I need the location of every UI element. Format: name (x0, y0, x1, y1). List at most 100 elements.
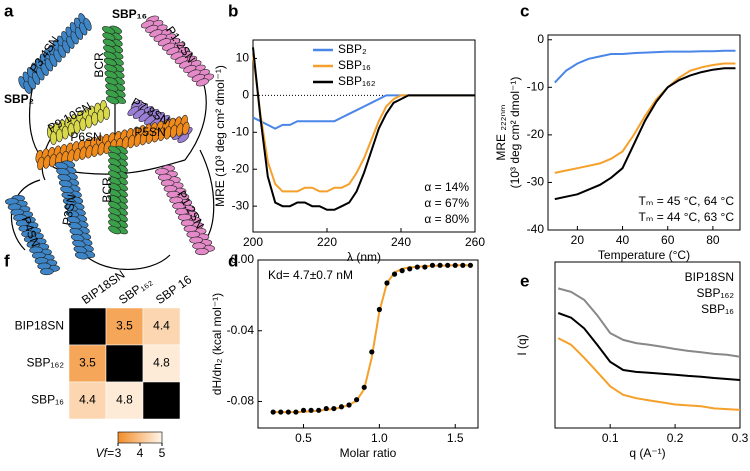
diagram-title: SBP₂ (4, 92, 34, 106)
x-tick-label: 80 (706, 233, 720, 247)
helix-turn (182, 121, 190, 136)
data-point (429, 262, 436, 268)
y-tick-label: 0 (242, 88, 249, 102)
y-axis-label: I (q) (515, 334, 529, 355)
data-point (437, 262, 443, 268)
data-point (270, 409, 276, 415)
data-point (407, 266, 413, 272)
plot-frame (554, 261, 741, 429)
x-tick-label: 40 (616, 233, 630, 247)
diagram-label: P5SN (134, 125, 165, 139)
column-label: SBP 16 (153, 272, 194, 307)
x-tick-label: 0.3 (732, 431, 749, 445)
x-tick-label: 60 (661, 233, 675, 247)
data-line (273, 264, 471, 414)
helix-turn (97, 109, 105, 123)
data-point (323, 405, 329, 412)
data-line (557, 287, 741, 358)
y-axis-label: MRE (10³ deg cm² dmol⁻¹) (213, 65, 227, 207)
row-label: BIP18SN (15, 319, 64, 333)
x-tick-label: 0.5 (295, 431, 312, 445)
helix-turn (195, 78, 210, 87)
heatmap-cell (68, 381, 107, 420)
data-point (361, 384, 367, 390)
x-axis-label: λ (nm) (347, 250, 381, 264)
helix-turn (106, 96, 119, 105)
x-tick-label: 220 (317, 235, 337, 249)
heatmap-cell (105, 344, 144, 383)
legend-label: SBP₁₆ (338, 58, 371, 72)
data-point (391, 271, 398, 277)
y-axis-label: MRE ₂₂₂ₙₘ (494, 104, 508, 160)
data-point (331, 405, 337, 412)
x-tick-label: 20 (571, 233, 585, 247)
cell-label: 4.8 (153, 356, 170, 370)
x-tick-label: 0.1 (602, 431, 619, 445)
helix-turn (79, 117, 87, 132)
y-tick-label: -20 (232, 161, 250, 175)
heatmap-cell (142, 307, 181, 346)
data-point (278, 409, 284, 415)
helix-turn (195, 248, 209, 256)
x-tick-label: 200 (243, 235, 263, 249)
y-tick-label: -30 (527, 175, 545, 189)
legend-label: BIP18SN (685, 270, 734, 284)
y-axis-label: dH/dn₂ (kcal mol⁻¹) (210, 293, 224, 395)
y-tick-label: -0.08 (227, 394, 255, 408)
plot-frame (252, 39, 476, 233)
heatmap-cell (68, 344, 107, 383)
data-point (460, 262, 466, 268)
plot-frame (547, 34, 741, 231)
data-point (369, 349, 375, 355)
y-tick-label: -0.04 (227, 323, 255, 337)
plot-frame (257, 259, 479, 429)
annotation: α = 14% (424, 180, 469, 194)
y-tick-label: -10 (527, 79, 545, 93)
colorbar (117, 431, 163, 444)
legend-label: SBP₁₆₂ (696, 286, 734, 300)
diagram-label: P3SN (60, 193, 79, 226)
data-point (338, 404, 345, 410)
data-point (316, 407, 322, 413)
cell-label: 4.4 (153, 319, 170, 333)
x-axis-label: Temperature (°C) (598, 248, 690, 262)
x-tick-label: 1.5 (447, 431, 464, 445)
data-line (252, 47, 475, 211)
helix-turn (83, 17, 92, 31)
helix-turn (85, 114, 93, 129)
panel-label: b (228, 1, 238, 20)
data-line (557, 337, 741, 411)
panel-label: a (4, 1, 14, 20)
panel-label: c (520, 1, 529, 20)
helix-turn (91, 111, 99, 126)
y-tick-label: 0 (537, 32, 544, 46)
colorbar-tick-label: 5 (159, 446, 166, 460)
helix-turn (102, 106, 110, 120)
diagram-label: BCR (100, 177, 114, 203)
data-point (354, 397, 360, 403)
panel-label: e (520, 271, 529, 290)
data-point (308, 407, 314, 413)
cell-label: 3.5 (116, 319, 133, 333)
data-point (422, 264, 428, 270)
y-tick-label: -30 (232, 198, 250, 212)
x-tick-label: 1.0 (371, 431, 388, 445)
helix-turn (74, 252, 89, 260)
annotation: α = 80% (424, 212, 469, 226)
colorbar-label: Vf= (96, 446, 114, 460)
data-line (252, 94, 475, 130)
annotation: Tₘ = 45 °C, 64 °C (639, 194, 735, 208)
legend-label: SBP₁₆₂ (338, 74, 376, 88)
row-label: SBP₁₆₂ (26, 356, 64, 370)
heatmap-cell (105, 381, 144, 420)
row-label: SBP₁₆ (31, 393, 64, 407)
data-line (557, 312, 741, 381)
panel-label: d (228, 251, 238, 270)
x-axis-label: Molar ratio (340, 446, 397, 460)
data-line (554, 49, 736, 84)
helix-turn (40, 268, 54, 276)
y-tick-label: -20 (527, 127, 545, 141)
data-point (399, 268, 405, 274)
heatmap-cell (105, 307, 144, 346)
